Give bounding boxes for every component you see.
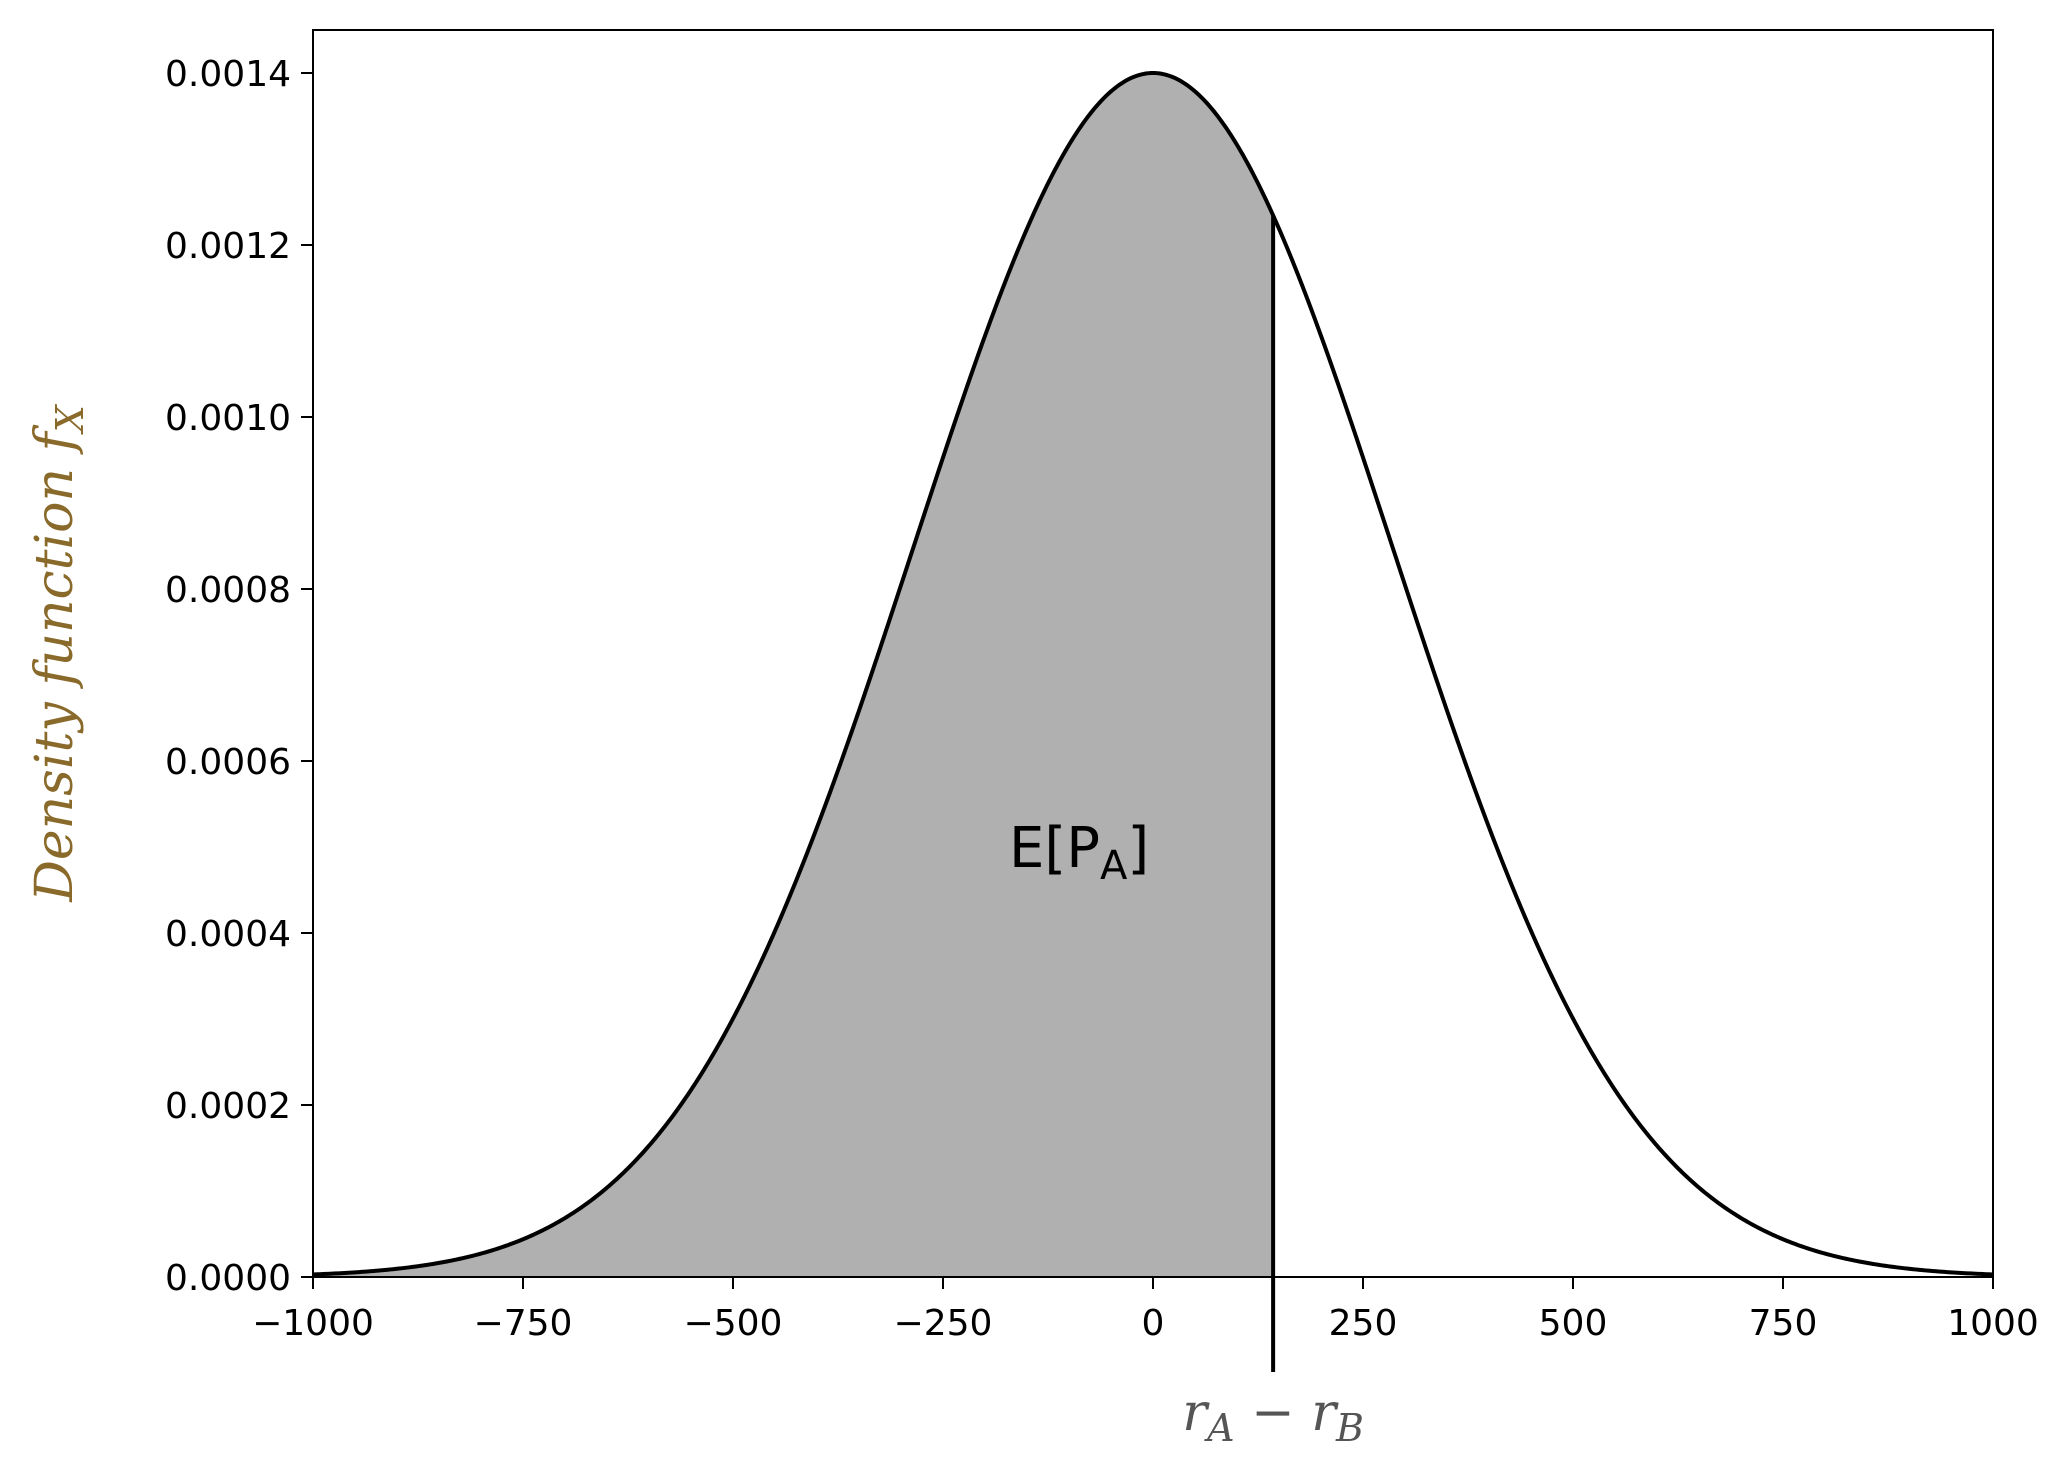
x-tick-label: −1000 xyxy=(252,1303,374,1344)
x-axis-label-sub-a: A xyxy=(1204,1406,1234,1450)
x-tick-label: −500 xyxy=(684,1303,783,1344)
annotation-expected-payoff: E[PA] xyxy=(1009,816,1149,889)
x-axis-label-r-b: r xyxy=(1311,1383,1339,1443)
x-tick-label: 750 xyxy=(1749,1303,1818,1344)
y-tick-label: 0.0008 xyxy=(165,570,291,611)
y-axis-label-sub-x: X xyxy=(48,403,92,435)
x-tick-label: 0 xyxy=(1142,1303,1165,1344)
annotation-suffix: ] xyxy=(1127,816,1149,881)
x-tick-label: 1000 xyxy=(1947,1303,2039,1344)
y-tick-label: 0.0014 xyxy=(165,54,291,95)
x-tick-label: −750 xyxy=(474,1303,573,1344)
y-tick-label: 0.0006 xyxy=(165,742,291,783)
y-axis-label: Density function fX xyxy=(25,403,92,903)
density-curve xyxy=(312,70,1994,1277)
y-tick-label: 0.0010 xyxy=(165,398,291,439)
annotation-subscript: A xyxy=(1100,843,1128,889)
axes: −1000 −750 −500 −250 0 250 500 750 1000 0.0000 0.0… xyxy=(165,29,2039,1344)
x-axis-label-r-a: r xyxy=(1182,1383,1210,1443)
x-tick-label: −250 xyxy=(894,1303,993,1344)
x-axis-label-minus: − xyxy=(1235,1383,1312,1443)
y-tick-label: 0.0012 xyxy=(165,226,291,267)
shaded-area xyxy=(313,73,1274,1277)
x-axis-label: rA − rB xyxy=(1182,1383,1364,1450)
x-tick-label: 500 xyxy=(1539,1303,1608,1344)
y-axis-label-text: Density function xyxy=(25,452,85,903)
y-tick-label: 0.0002 xyxy=(165,1086,291,1127)
annotation-main: E[P xyxy=(1009,816,1100,881)
x-axis-label-sub-b: B xyxy=(1335,1406,1364,1450)
plot-area xyxy=(312,70,1994,1372)
x-tick-label: 250 xyxy=(1329,1303,1398,1344)
y-tick-label: 0.0004 xyxy=(165,914,291,955)
y-tick-label: 0.0000 xyxy=(165,1258,291,1299)
